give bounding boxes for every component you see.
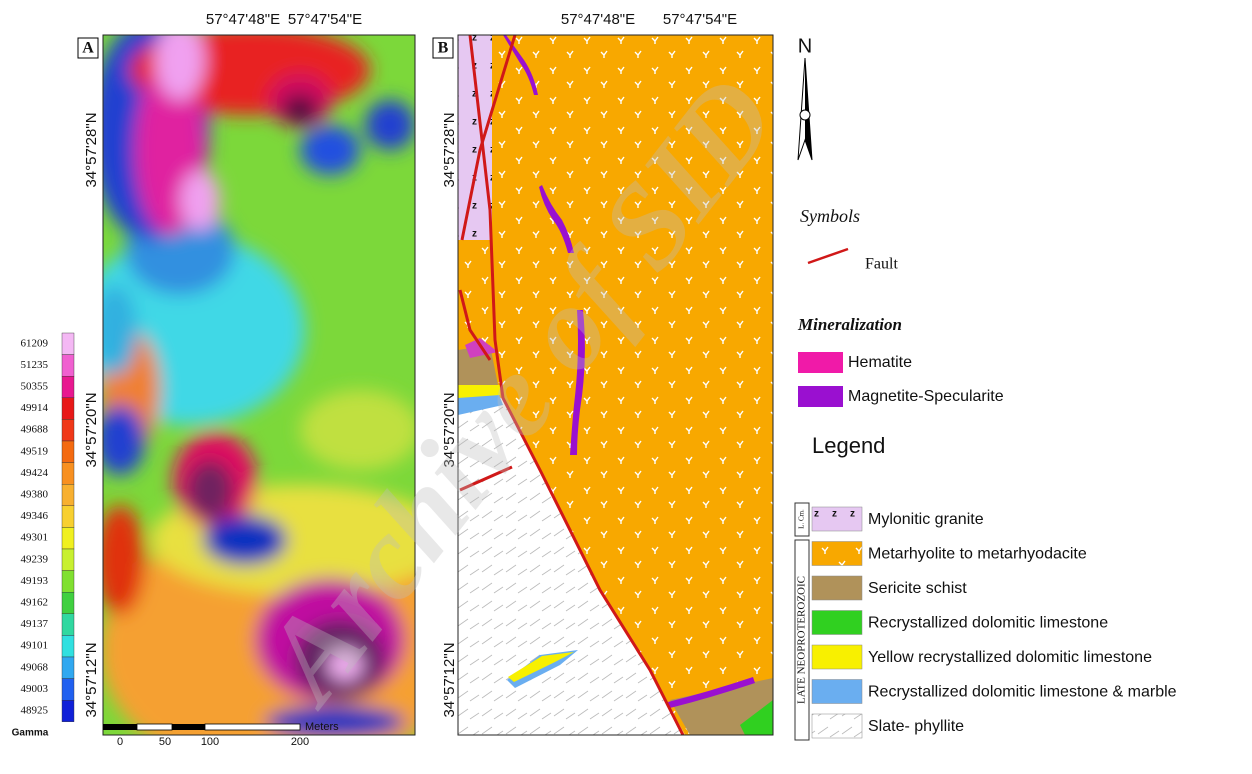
legend-label: Slate- phyllite: [868, 718, 964, 735]
colorbar-swatch: [62, 333, 74, 355]
colorbar-swatch: [62, 592, 74, 614]
group-label: LATE NEOPROTEROZOIC: [796, 576, 808, 704]
colorbar-swatch: [62, 398, 74, 420]
legend-swatch: [812, 645, 862, 669]
legend-label: Mylonitic granite: [868, 511, 984, 528]
fault-label: Fault: [865, 256, 898, 273]
anomaly: [93, 285, 137, 375]
panel-label: B: [438, 40, 449, 57]
colorbar-label: 49301: [21, 532, 49, 544]
colorbar-label: 48925: [21, 705, 49, 717]
y-coordinate: 34°57'28"N: [441, 112, 458, 187]
panel-label: A: [82, 40, 94, 57]
anomaly: [155, 20, 205, 100]
legend-label: Recrystallized dolomitic limestone: [868, 615, 1108, 632]
legend-label: Yellow recrystallized dolomitic limeston…: [868, 649, 1152, 666]
y-coordinate: 34°57'20"N: [83, 392, 100, 467]
x-coordinate: 57°47'54"E: [663, 11, 737, 28]
hematite-swatch: [798, 352, 843, 373]
legend-label: Sericite schist: [868, 580, 967, 597]
figure: z 61209512355035549914496884951949424493…: [0, 0, 1252, 774]
magnetite-swatch: [798, 386, 843, 407]
scale-label: 100: [201, 736, 219, 748]
colorbar-swatch: [62, 549, 74, 571]
colorbar-label: 49346: [21, 510, 49, 522]
x-coordinate: 57°47'48"E: [206, 11, 280, 28]
mineral-label: Hematite: [848, 354, 912, 371]
y-coordinate: 34°57'28"N: [83, 112, 100, 187]
anomaly: [365, 100, 415, 150]
anomaly: [186, 460, 234, 520]
mineral-label: Magnetite-Specularite: [848, 388, 1004, 405]
colorbar-label: 49003: [21, 683, 49, 695]
anomaly: [203, 515, 287, 565]
colorbar-label: 49914: [21, 402, 49, 414]
north-arrow: [798, 58, 812, 160]
colorbar-swatch: [62, 484, 74, 506]
legend: Mylonitic granite Metarhyolite to metarhy…: [796, 507, 1177, 738]
scale-unit: Meters: [305, 721, 339, 733]
group-label: L. Cm.: [798, 509, 806, 529]
colorbar-swatch: [62, 527, 74, 549]
anomaly: [282, 95, 318, 125]
legend-swatch: [812, 507, 862, 531]
legend-swatch: [812, 542, 862, 566]
north-label: N: [798, 35, 812, 57]
colorbar-label: 61209: [21, 337, 49, 349]
colorbar-swatch: [62, 355, 74, 377]
colorbar-swatch: [62, 657, 74, 679]
legend-swatch: [812, 576, 862, 600]
colorbar-swatch: [62, 700, 74, 722]
colorbar-label: 49068: [21, 661, 49, 673]
legend-swatch: [812, 680, 862, 704]
scale-label: 0: [117, 736, 123, 748]
scale-label: 200: [291, 736, 309, 748]
colorbar-label: 51235: [21, 359, 49, 371]
y-coordinate: 34°57'12"N: [441, 642, 458, 717]
colorbar-label: 49239: [21, 553, 49, 565]
y-coordinate: 34°57'12"N: [83, 642, 100, 717]
colorbar: 61209 51235 50355 49914 49688 49519 49424 49380…: [12, 333, 74, 739]
colorbar-label: 50355: [21, 381, 49, 393]
colorbar-label: 49380: [21, 489, 49, 501]
colorbar-swatch: [62, 441, 74, 463]
x-coordinate: 57°47'54"E: [288, 11, 362, 28]
anomaly: [300, 125, 360, 175]
colorbar-swatch: [62, 419, 74, 441]
colorbar-label: 49137: [21, 618, 49, 630]
colorbar-label: 49688: [21, 424, 49, 436]
scale-bar: [103, 724, 300, 730]
colorbar-swatch: [62, 376, 74, 398]
anomaly: [180, 170, 220, 230]
colorbar-label: 49519: [21, 445, 49, 457]
legend-swatch: [812, 611, 862, 635]
colorbar-swatch: [62, 679, 74, 701]
colorbar-swatch: [62, 463, 74, 485]
legend-label: Metarhyolite to metarhyodacite: [868, 546, 1087, 563]
colorbar-label: 49193: [21, 575, 49, 587]
legend-label: Recrystallized dolomitic limestone & mar…: [868, 684, 1177, 701]
colorbar-label: 49424: [21, 467, 49, 479]
colorbar-swatch: [62, 635, 74, 657]
colorbar-label: 49101: [21, 640, 49, 652]
mineralization-title: Mineralization: [797, 315, 902, 334]
colorbar-swatch: [62, 571, 74, 593]
symbols-title: Symbols: [800, 206, 860, 226]
colorbar-label: 49162: [21, 597, 49, 609]
x-coordinate: 57°47'48"E: [561, 11, 635, 28]
colorbar-swatch: [62, 614, 74, 636]
legend-swatch: [812, 714, 862, 738]
legend-title: Legend: [812, 433, 885, 458]
colorbar-unit: Gamma: [12, 728, 49, 739]
fault-symbol: [808, 249, 848, 263]
colorbar-swatch: [62, 506, 74, 528]
scale-label: 50: [159, 736, 171, 748]
